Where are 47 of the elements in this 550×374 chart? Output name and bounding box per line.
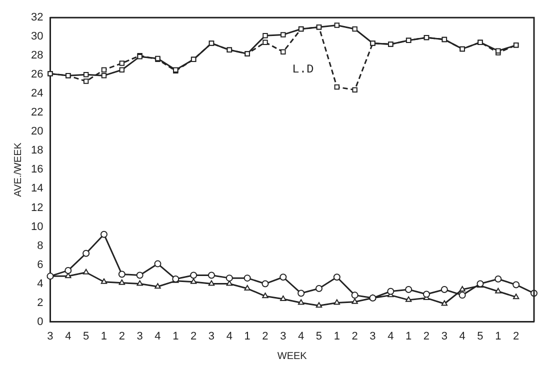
y-tick-label: 4 [37, 278, 44, 290]
x-tick-label: 1 [172, 330, 179, 342]
x-tick-label: 4 [298, 330, 304, 342]
x-tick-label: 2 [118, 330, 125, 342]
x-tick-label: 5 [477, 330, 484, 342]
x-tick-label: 2 [423, 330, 430, 342]
x-tick-label: 1 [334, 330, 340, 342]
y-tick-label: 2 [37, 296, 44, 309]
y-tick-label: 0 [37, 316, 44, 328]
y-tick-label: 30 [30, 30, 44, 43]
x-tick-label: 4 [388, 330, 394, 342]
x-tick-label: 3 [441, 330, 448, 342]
annotation: L.D [292, 62, 314, 76]
y-tick-label: 10 [30, 220, 44, 233]
y-tick-label: 24 [30, 88, 44, 100]
y-tick-label: 20 [30, 126, 44, 138]
x-axis-title: WEEK [277, 350, 308, 362]
y-tick-label: 16 [30, 164, 44, 176]
x-tick-label: 1 [495, 330, 502, 342]
x-tick-label: 2 [262, 330, 268, 342]
y-tick-label: 12 [30, 202, 44, 214]
y-tick-label: 26 [30, 68, 44, 81]
x-tick-label: 5 [83, 330, 90, 342]
x-tick-label: 3 [47, 330, 54, 342]
x-tick-label: 3 [280, 330, 286, 342]
y-tick-label: 8 [37, 240, 44, 252]
x-tick-label: 2 [352, 330, 358, 342]
x-tick-label: 4 [459, 330, 466, 342]
x-tick-label: 4 [226, 330, 232, 342]
x-tick-label: 4 [154, 330, 161, 342]
x-tick-label: 3 [370, 330, 376, 342]
x-tick-label: 3 [208, 330, 215, 342]
x-tick-label: 1 [100, 330, 108, 342]
x-tick-label: 3 [136, 330, 143, 342]
y-tick-label: 6 [37, 258, 44, 271]
x-tick-label: 2 [513, 330, 520, 342]
y-tick-label: 18 [30, 144, 44, 157]
x-tick-label: 1 [244, 330, 250, 342]
x-tick-label: 4 [65, 330, 72, 342]
y-axis-title: AVE./WEEK [12, 142, 24, 197]
y-tick-label: 14 [30, 182, 44, 195]
x-tick-label: 5 [316, 330, 322, 342]
x-tick-label: 1 [406, 330, 412, 342]
y-tick-label: 28 [30, 50, 44, 62]
x-tick-label: 2 [190, 330, 197, 342]
y-tick-label: 32 [30, 12, 44, 24]
y-tick-label: 22 [30, 106, 44, 119]
